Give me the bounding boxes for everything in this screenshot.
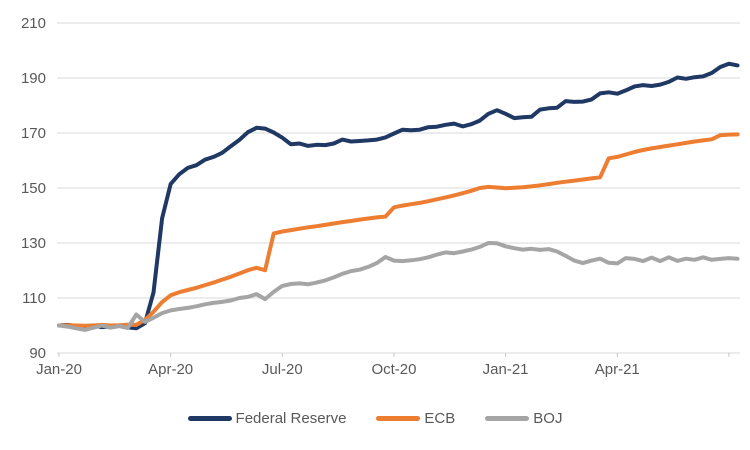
legend-swatch-federal-reserve — [187, 415, 232, 421]
legend-label-ecb: ECB — [424, 409, 456, 427]
x-axis-label: Jan-21 — [483, 361, 529, 378]
y-axis-label: 190 — [21, 70, 46, 87]
y-axis-label: 170 — [21, 125, 46, 142]
y-axis-label: 210 — [21, 15, 46, 32]
legend-item-federal-reserve: Federal Reserve — [187, 409, 347, 427]
x-axis-label: Apr-21 — [595, 361, 640, 378]
x-axis-label: Oct-20 — [371, 361, 416, 378]
y-axis-label: 110 — [22, 290, 46, 307]
y-axis-label: 150 — [21, 180, 46, 197]
legend-label-boj: BOJ — [533, 409, 563, 427]
x-axis-label: Jan-20 — [36, 361, 82, 378]
series-line-boj — [57, 241, 740, 332]
legend-item-boj: BOJ — [485, 411, 562, 426]
chart-legend: Federal Reserve ECB BOJ — [0, 405, 750, 431]
series-line-ecb — [57, 132, 740, 328]
y-axis-label: 130 — [21, 235, 46, 252]
x-axis-label: Jul-20 — [262, 361, 303, 378]
legend-label-federal-reserve: Federal Reserve — [235, 409, 347, 427]
legend-item-ecb: ECB — [376, 411, 455, 426]
y-axis-label: 90 — [29, 345, 46, 362]
x-axis-label: Apr-20 — [148, 361, 193, 378]
legend-swatch-ecb — [376, 415, 421, 421]
series-line-federal-reserve — [57, 61, 740, 331]
legend-swatch-boj — [485, 415, 530, 421]
